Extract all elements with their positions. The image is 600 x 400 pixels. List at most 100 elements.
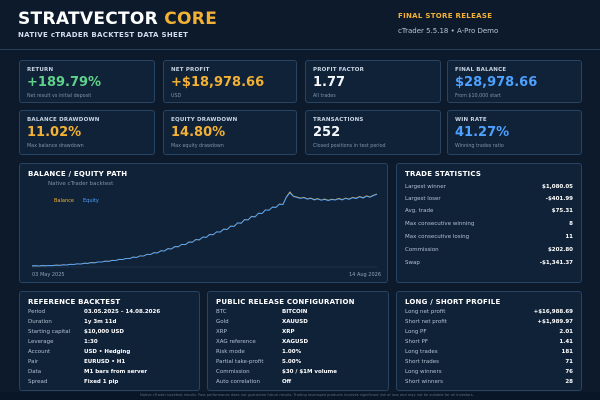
stat-row: Largest loser -$401.99 (405, 196, 573, 206)
long-short-label: Long trades (405, 349, 438, 355)
config-label: BTC (216, 309, 227, 315)
stat-row: Largest winner $1,080.05 (405, 184, 573, 194)
reference-label: Pair (28, 359, 39, 365)
long-short-value: 76 (565, 369, 573, 375)
footer-disclaimer: Native cTrader backtest results. Past pe… (140, 393, 474, 397)
long-short-row: Short net profit +$1,989.97 (405, 319, 573, 329)
long-short-value: 181 (561, 349, 573, 355)
brand-title: STRATVECTOR CORE (18, 9, 217, 29)
kpi-card-equity-drawdown: EQUITY DRAWDOWN 14.80% Max equity drawdo… (163, 110, 297, 155)
kpi-sub: Closed positions in test period (313, 144, 386, 149)
long-short-row: Long PF 2.01 (405, 329, 573, 339)
config-value: XAGUSD (282, 339, 309, 345)
kpi-card-net-profit: NET PROFIT +$18,978.66 USD (163, 60, 297, 103)
stat-label: Max consecutive winning (405, 221, 475, 227)
config-label: Gold (216, 319, 229, 325)
kpi-title: WIN RATE (455, 117, 487, 123)
long-short-label: Short trades (405, 359, 440, 365)
reference-row: Starting capital $10,000 USD (28, 329, 191, 339)
chart-date-start: 03 May 2025 (32, 272, 65, 278)
reference-label: Account (28, 349, 51, 355)
config-value: 1.00% (282, 349, 302, 355)
reference-row: Period 03.05.2025 – 14.08.2026 (28, 309, 191, 319)
kpi-sub: Winning trades ratio (455, 144, 504, 149)
config-label: Partial take-profit (216, 359, 264, 365)
config-row: Gold XAUUSD (216, 319, 380, 329)
legend-balance: Balance (54, 198, 74, 204)
long-short-value: 28 (565, 379, 573, 385)
page-subtitle: NATIVE cTRADER BACKTEST DATA SHEET (18, 31, 189, 39)
long-short-row: Short trades 71 (405, 359, 573, 369)
stat-label: Largest winner (405, 184, 446, 190)
kpi-card-win-rate: WIN RATE 41.27% Winning trades ratio (447, 110, 582, 155)
kpi-sub: USD (171, 94, 182, 99)
reference-label: Period (28, 309, 46, 315)
config-row: XRP XRP (216, 329, 380, 339)
kpi-sub: Max equity drawdown (171, 144, 224, 149)
long-short-title: LONG / SHORT PROFILE (405, 298, 501, 306)
stat-value: 8 (569, 221, 573, 227)
config-label: Auto correlation (216, 379, 261, 385)
kpi-title: BALANCE DRAWDOWN (27, 117, 100, 123)
chart-subtitle: Native cTrader backtest (48, 181, 114, 187)
equity-series-line (31, 192, 378, 267)
config-label: XAG reference (216, 339, 256, 345)
kpi-title: RETURN (27, 67, 54, 73)
release-meta: cTrader 5.5.18 • A-Pro Demo (398, 27, 499, 35)
long-short-value: 71 (565, 359, 573, 365)
balance-series-line (31, 191, 378, 267)
trade-statistics-panel: TRADE STATISTICS Largest winner $1,080.05… (396, 163, 582, 283)
release-config-panel: PUBLIC RELEASE CONFIGURATION BTC BITCOIN … (207, 291, 389, 391)
long-short-row: Long net profit +$16,988.69 (405, 309, 573, 319)
balance-equity-chart-panel: BALANCE / EQUITY PATH Native cTrader bac… (19, 163, 388, 283)
config-title: PUBLIC RELEASE CONFIGURATION (216, 298, 355, 306)
long-short-row: Long winners 76 (405, 369, 573, 379)
kpi-card-balance-drawdown: BALANCE DRAWDOWN 11.02% Max balance draw… (19, 110, 155, 155)
config-row: Auto correlation Off (216, 379, 380, 389)
kpi-title: NET PROFIT (171, 67, 210, 73)
reference-value: M1 bars from server (84, 369, 148, 375)
config-row: BTC BITCOIN (216, 309, 380, 319)
stat-row: Swap -$1,341.37 (405, 260, 573, 270)
kpi-value: 41.27% (455, 125, 510, 140)
reference-value: EURUSD • H1 (84, 359, 126, 365)
stat-value: 11 (565, 234, 573, 240)
kpi-title: TRANSACTIONS (313, 117, 364, 123)
config-row: Partial take-profit 5.00% (216, 359, 380, 369)
reference-label: Spread (28, 379, 48, 385)
kpi-title: FINAL BALANCE (455, 67, 507, 73)
long-short-row: Short PF 1.41 (405, 339, 573, 349)
config-value: 5.00% (282, 359, 302, 365)
kpi-card-final-balance: FINAL BALANCE $28,978.66 From $10,000 st… (447, 60, 582, 103)
reference-row: Duration 1y 3m 11d (28, 319, 191, 329)
footer: Native cTrader backtest results. Past pe… (0, 392, 600, 400)
reference-title: REFERENCE BACKTEST (28, 298, 121, 306)
long-short-label: Long PF (405, 329, 427, 335)
long-short-panel: LONG / SHORT PROFILE Long net profit +$16… (396, 291, 582, 391)
reference-row: Pair EURUSD • H1 (28, 359, 191, 369)
long-short-value: 1.41 (559, 339, 573, 345)
long-short-label: Short winners (405, 379, 444, 385)
long-short-row: Short winners 28 (405, 379, 573, 389)
trade-stats-title: TRADE STATISTICS (405, 170, 482, 178)
kpi-sub: All trades (313, 94, 336, 99)
reference-value: 03.05.2025 – 14.08.2026 (84, 309, 161, 315)
reference-label: Duration (28, 319, 52, 325)
kpi-sub: From $10,000 start (455, 94, 501, 99)
legend-equity: Equity (83, 198, 99, 204)
stat-row: Max consecutive winning 8 (405, 221, 573, 231)
config-value: XRP (282, 329, 295, 335)
stat-row: Max consecutive losing 11 (405, 234, 573, 244)
reference-value: 1:30 (84, 339, 98, 345)
stat-value: $1,080.05 (542, 184, 573, 190)
reference-row: Leverage 1:30 (28, 339, 191, 349)
chart-date-end: 14 Aug 2026 (349, 272, 382, 278)
stat-label: Max consecutive losing (405, 234, 470, 240)
config-label: Commission (216, 369, 250, 375)
kpi-card-transactions: TRANSACTIONS 252 Closed positions in tes… (305, 110, 441, 155)
equity-chart (31, 191, 378, 268)
kpi-value: 1.77 (313, 75, 346, 90)
header: STRATVECTOR CORE NATIVE cTRADER BACKTEST… (0, 0, 600, 50)
chart-title: BALANCE / EQUITY PATH (28, 170, 128, 178)
long-short-value: 2.01 (559, 329, 573, 335)
